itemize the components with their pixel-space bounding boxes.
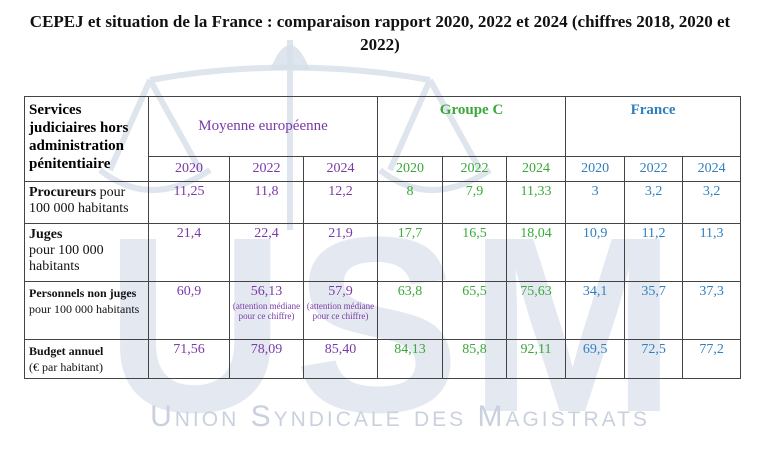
cell-groupe-c: 92,11 <box>506 339 567 379</box>
cell-groupe-c: 11,33 <box>506 181 567 224</box>
cell-france: 35,7 <box>624 281 684 340</box>
table-row: Juges pour 100 000 habitants 21,4 22,4 2… <box>24 223 742 282</box>
table-row: Procureurs pour 100 000 habitants 11,25 … <box>24 181 742 224</box>
group-groupe-c: Groupe C <box>377 96 567 157</box>
row-label-bold: Personnels non juges <box>29 286 137 300</box>
row-header-label: Services judiciaires hors administration… <box>24 96 149 182</box>
cell-eu: 56,13 (attention médiane pour ce chiffre) <box>229 281 304 340</box>
table-row: Personnels non juges pour 100 000 habita… <box>24 281 742 340</box>
row-label-bold: Juges <box>29 227 63 242</box>
cell-france: 11,2 <box>624 223 684 282</box>
cell-france: 10,9 <box>565 223 626 282</box>
row-label: Budget annuel (€ par habitant) <box>24 339 149 379</box>
year-fr-2024: 2024 <box>682 156 742 182</box>
year-fr-2022: 2022 <box>624 156 684 182</box>
cell-france: 3,2 <box>624 181 684 224</box>
cell-france: 69,5 <box>565 339 626 379</box>
row-label-rest: pour 100 000 habitants <box>29 243 104 274</box>
cell-eu: 22,4 <box>229 223 304 282</box>
cell-groupe-c: 18,04 <box>506 223 567 282</box>
table-row: Budget annuel (€ par habitant) 71,56 78,… <box>24 339 742 379</box>
group-header-row: Services judiciaires hors administration… <box>24 96 742 182</box>
page-title: CEPEJ et situation de la France : compar… <box>29 12 731 54</box>
row-label-bold: Procureurs <box>29 185 97 200</box>
cell-france: 77,2 <box>682 339 742 379</box>
cell-groupe-c: 84,13 <box>377 339 444 379</box>
cell-eu: 85,40 <box>302 339 379 379</box>
cell-eu: 78,09 <box>229 339 304 379</box>
group-moyenne-europeenne: Moyenne européenne <box>147 96 379 157</box>
cell-groupe-c: 16,5 <box>442 223 508 282</box>
cell-france: 3,2 <box>682 181 742 224</box>
comparison-table: Services judiciaires hors administration… <box>24 96 742 379</box>
year-gc-2022: 2022 <box>442 156 508 182</box>
cell-groupe-c: 7,9 <box>442 181 508 224</box>
year-eu-2022: 2022 <box>229 156 304 182</box>
year-fr-2020: 2020 <box>565 156 626 182</box>
year-gc-2024: 2024 <box>506 156 567 182</box>
row-label-rest: pour 100 000 habitants <box>29 302 140 316</box>
cell-eu: 71,56 <box>148 339 230 379</box>
cell-eu: 11,8 <box>229 181 304 224</box>
cell-france: 72,5 <box>624 339 684 379</box>
cell-eu: 57,9 (attention médiane pour ce chiffre) <box>302 281 379 340</box>
cell-groupe-c: 65,5 <box>442 281 508 340</box>
row-label-rest: (€ par habitant) <box>29 360 103 374</box>
year-gc-2020: 2020 <box>377 156 444 182</box>
cell-france: 37,3 <box>682 281 742 340</box>
year-eu-2020: 2020 <box>148 156 230 182</box>
cell-groupe-c: 75,63 <box>506 281 567 340</box>
cell-groupe-c: 85,8 <box>442 339 508 379</box>
median-note: (attention médiane pour ce chiffre) <box>306 301 375 321</box>
cell-eu: 21,9 <box>302 223 379 282</box>
cell-groupe-c: 63,8 <box>377 281 444 340</box>
row-label: Procureurs pour 100 000 habitants <box>24 181 149 224</box>
cell-groupe-c: 17,7 <box>377 223 444 282</box>
cell-eu: 11,25 <box>148 181 230 224</box>
cell-groupe-c: 8 <box>377 181 444 224</box>
watermark-caption: Union Syndicale des Magistrats <box>150 400 650 433</box>
median-note: (attention médiane pour ce chiffre) <box>232 301 301 321</box>
cell-france: 34,1 <box>565 281 626 340</box>
cell-eu: 12,2 <box>302 181 379 224</box>
cell-eu: 21,4 <box>148 223 230 282</box>
row-label: Juges pour 100 000 habitants <box>24 223 149 282</box>
row-label: Personnels non juges pour 100 000 habita… <box>24 281 149 340</box>
year-eu-2024: 2024 <box>302 156 379 182</box>
row-label-bold: Budget annuel <box>29 344 104 358</box>
cell-eu: 60,9 <box>148 281 230 340</box>
cell-france: 11,3 <box>682 223 742 282</box>
cell-france: 3 <box>565 181 626 224</box>
group-france: France <box>565 96 742 157</box>
